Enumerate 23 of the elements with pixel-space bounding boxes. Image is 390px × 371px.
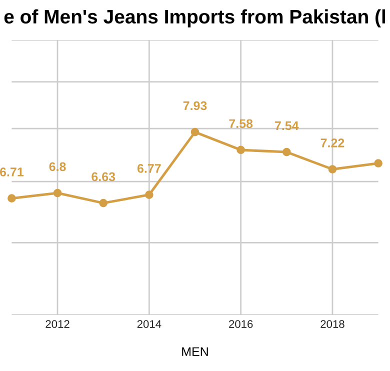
data-label: 6.8 xyxy=(49,162,66,172)
point xyxy=(328,165,337,174)
data-label: 6.77 xyxy=(137,164,161,173)
x-tick-label: 2016 xyxy=(229,320,253,328)
data-label: 6.71 xyxy=(0,168,24,176)
point xyxy=(53,188,62,198)
point xyxy=(374,159,382,168)
data-label: 7.58 xyxy=(229,119,253,128)
x-tick-label: 2014 xyxy=(137,320,162,328)
point xyxy=(145,190,154,199)
x-tick-label: 2018 xyxy=(320,320,344,328)
point xyxy=(99,198,108,208)
chart-title: e of Men's Jeans Imports from Pakistan (l xyxy=(4,9,386,28)
x-tick-label: 2012 xyxy=(46,320,70,328)
data-label: 7.54 xyxy=(275,121,299,130)
point xyxy=(8,194,16,202)
point xyxy=(190,128,200,136)
data-label: 7.93 xyxy=(183,101,207,110)
point xyxy=(236,146,245,154)
data-label: 7.22 xyxy=(320,138,344,148)
point xyxy=(282,148,291,156)
x-axis-title: MEN xyxy=(182,347,208,356)
data-label: 6.63 xyxy=(92,172,116,182)
